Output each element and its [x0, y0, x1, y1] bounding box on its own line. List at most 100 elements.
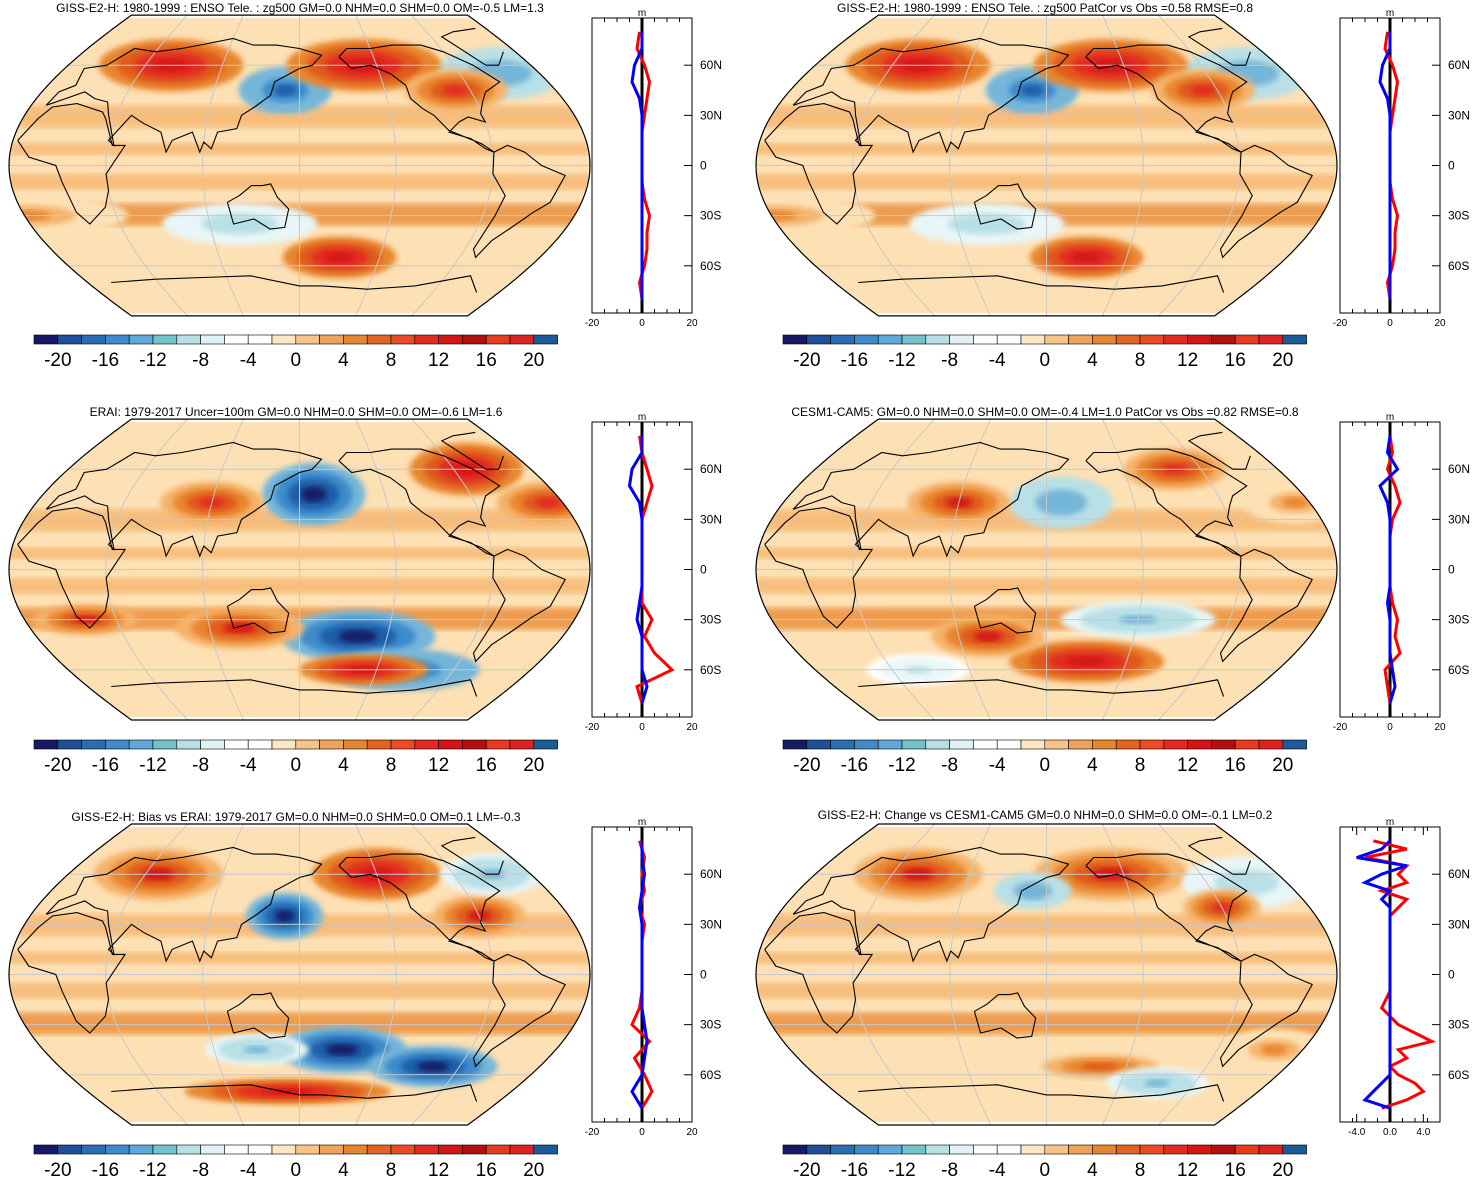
- antarctica-coastline: [322, 275, 478, 293]
- colorbar: -20 -16 -12 -8 -4 0 4 8 12 16 20: [782, 1144, 1307, 1179]
- latitude-label: 30S: [700, 1018, 721, 1032]
- latitude-label: 60S: [1448, 259, 1469, 273]
- zonal-unit-label: m: [1386, 8, 1394, 19]
- colorbar-tick-label: 16: [1225, 350, 1246, 371]
- zonal-mean-plot: m -20 0 20 60N 30N 0 30S 60S: [585, 412, 722, 733]
- colorbar-box: [996, 1144, 1022, 1155]
- antarctica-coastline: [111, 679, 323, 691]
- colorbar-tick-label: 8: [1135, 755, 1146, 776]
- colorbar-tick-label: 4: [1087, 755, 1098, 776]
- colorbar-box: [33, 334, 59, 345]
- colorbar-tick-label: 20: [523, 350, 544, 371]
- zonal-x-tick-label: 20: [1434, 722, 1446, 733]
- colorbar-box: [176, 739, 201, 750]
- panel-title: ERAI: 1979-2017 Uncer=100m GM=0.0 NHM=0.…: [90, 405, 503, 419]
- colorbar-box: [1211, 1144, 1236, 1155]
- colorbar-box: [366, 334, 392, 345]
- colorbar-tick-label: -4: [240, 1160, 257, 1179]
- colorbar-tick-label: -20: [793, 755, 820, 776]
- panel-2: ERAI: 1979-2017 Uncer=100m GM=0.0 NHM=0.…: [8, 405, 722, 776]
- colorbar-box: [414, 334, 439, 345]
- latitude-label: 0: [1448, 563, 1455, 577]
- meridian: [949, 15, 991, 316]
- meridian: [1102, 419, 1144, 720]
- anomaly-contour: [1261, 1044, 1288, 1055]
- colorbar-box: [1282, 334, 1307, 345]
- panel-3: CESM1-CAM5: GM=0.0 NHM=0.0 SHM=0.0 OM=-0…: [755, 405, 1470, 776]
- colorbar-box: [271, 334, 297, 345]
- colorbar-box: [1020, 739, 1046, 750]
- colorbar-box: [390, 1144, 416, 1155]
- colorbar-tick-label: -16: [92, 1160, 119, 1179]
- antarctica-coastline: [1069, 275, 1225, 293]
- zonal-mean-plot: m -20 0 20 60N 30N 0 30S 60S: [585, 817, 722, 1138]
- colorbar-box: [128, 739, 154, 750]
- colorbar-tick-label: 16: [1225, 1160, 1246, 1179]
- colorbar-box: [1092, 334, 1117, 345]
- colorbar-box: [176, 334, 201, 345]
- latitude-label: 60N: [1448, 867, 1470, 881]
- colorbar-tick-label: -16: [92, 350, 119, 371]
- map-border: [8, 823, 591, 1126]
- zonal-x-tick-label: -20: [585, 318, 600, 329]
- north-america-coastline: [338, 853, 501, 962]
- coastlines: [17, 836, 566, 1102]
- antarctica-coastline: [858, 275, 1070, 287]
- latitude-label: 60S: [700, 663, 721, 677]
- anomaly-contour: [325, 252, 354, 263]
- colorbar-box: [1068, 1144, 1093, 1155]
- south-america-coastline: [472, 144, 566, 259]
- anomaly-contour: [1144, 1079, 1171, 1088]
- map-field: [9, 824, 590, 1125]
- colorbar-box: [1258, 334, 1284, 345]
- greenland-coastline: [1187, 431, 1234, 470]
- colorbar-tick-label: 8: [1135, 350, 1146, 371]
- colorbar-box: [782, 334, 808, 345]
- zonal-unit-label: m: [1386, 412, 1394, 423]
- coastlines: [764, 836, 1313, 1102]
- colorbar-tick-label: 20: [1272, 1160, 1293, 1179]
- antarctica-coastline: [858, 679, 1070, 691]
- colorbar-box: [33, 1144, 59, 1155]
- colorbar-box: [390, 739, 416, 750]
- colorbar-box: [973, 334, 998, 345]
- colorbar-box: [533, 1144, 558, 1155]
- map-border: [8, 14, 591, 317]
- colorbar-box: [57, 1144, 82, 1155]
- colorbar-box: [247, 739, 273, 750]
- colorbar-tick-label: 12: [428, 350, 449, 371]
- zonal-unit-label: m: [638, 8, 646, 19]
- anomaly-contour: [535, 497, 561, 508]
- anomaly-contour: [967, 218, 1006, 230]
- colorbar-tick-label: -8: [192, 1160, 209, 1179]
- latitude-label: 60S: [1448, 663, 1469, 677]
- colorbar-tick-label: 16: [476, 755, 497, 776]
- latitude-label: 60S: [700, 259, 721, 273]
- latitude-label: 30N: [700, 917, 722, 931]
- colorbar-tick-label: -20: [793, 350, 820, 371]
- colorbar-box: [996, 739, 1022, 750]
- anomaly-contour: [1080, 1062, 1120, 1071]
- zonal-mean-plot: m -4.0 0.0 4.0 60N 30N 0 30S 60S: [1339, 817, 1470, 1138]
- colorbar-box: [830, 334, 855, 345]
- meridian: [852, 824, 935, 1125]
- anomaly-contour: [1282, 497, 1308, 508]
- greenland-coastline: [1232, 51, 1251, 66]
- map-field: [9, 15, 590, 316]
- colorbar-box: [485, 739, 511, 750]
- colorbar-box: [462, 1144, 487, 1155]
- anomaly-contour: [973, 631, 1003, 642]
- antarctica-coastline: [1069, 679, 1225, 697]
- australia-coastline: [226, 183, 290, 230]
- greenland-coastline: [485, 51, 504, 66]
- zonal-series-obs: [1378, 435, 1400, 704]
- colorbar-box: [949, 1144, 974, 1155]
- colorbar-tick-label: 16: [1225, 755, 1246, 776]
- zonal-unit-label: m: [638, 412, 646, 423]
- colorbar-box: [854, 1144, 879, 1155]
- anomaly-contour: [300, 486, 327, 503]
- colorbar-box: [1115, 739, 1141, 750]
- meridian: [105, 15, 188, 316]
- colorbar-tick-label: -12: [888, 755, 915, 776]
- colorbar-tick-label: 16: [476, 1160, 497, 1179]
